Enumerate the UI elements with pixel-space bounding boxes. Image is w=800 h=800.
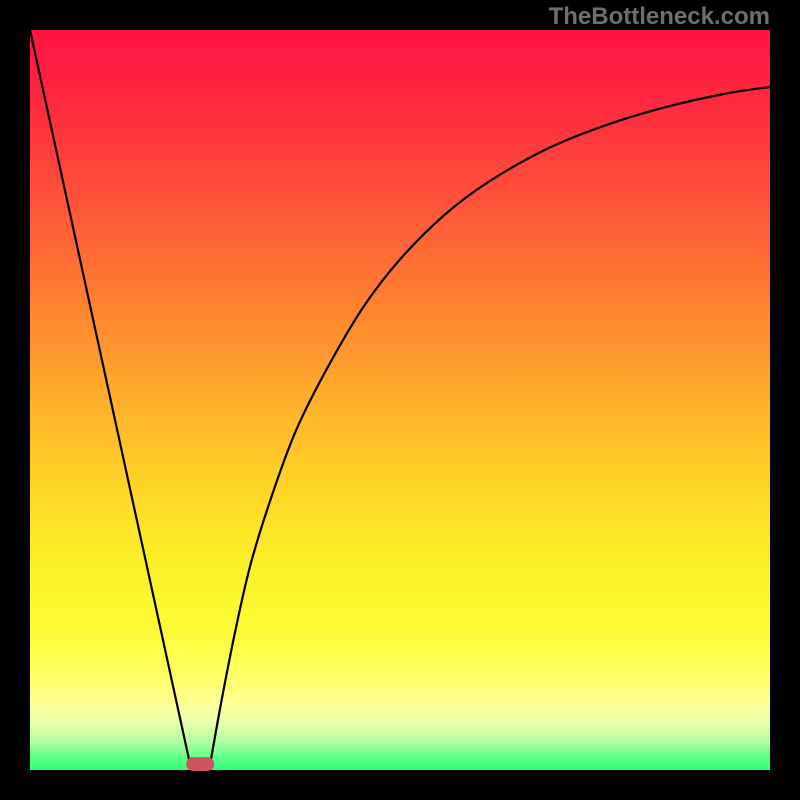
chart-svg [0, 0, 800, 800]
plot-background [30, 30, 770, 770]
optimum-marker [186, 757, 214, 771]
chart-frame: TheBottleneck.com [0, 0, 800, 800]
watermark-text: TheBottleneck.com [549, 3, 770, 31]
